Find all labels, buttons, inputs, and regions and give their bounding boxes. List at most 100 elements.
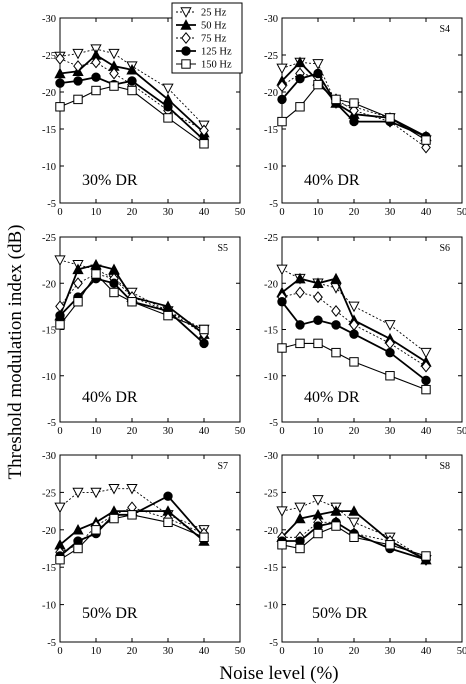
data-point bbox=[73, 543, 83, 554]
data-point bbox=[294, 512, 306, 524]
y-tick-label: -5 bbox=[269, 418, 278, 429]
data-point bbox=[277, 80, 287, 93]
data-point bbox=[55, 320, 65, 330]
x-tick-label: 40 bbox=[199, 426, 210, 437]
x-tick-label: 30 bbox=[163, 426, 174, 437]
data-point bbox=[330, 505, 342, 516]
data-point bbox=[199, 324, 209, 335]
x-tick-label: 50 bbox=[235, 426, 246, 437]
data-point bbox=[55, 102, 65, 112]
y-tick-label: -20 bbox=[42, 526, 56, 537]
series-150hz bbox=[277, 338, 431, 395]
data-point bbox=[349, 104, 359, 117]
data-point bbox=[331, 320, 341, 330]
data-point bbox=[312, 277, 324, 288]
data-point bbox=[72, 48, 84, 60]
data-point bbox=[313, 338, 323, 349]
x-tick-label: 0 bbox=[279, 646, 284, 657]
x-tick-label: 30 bbox=[385, 426, 396, 437]
y-tick-label: -15 bbox=[42, 563, 56, 574]
data-point bbox=[73, 277, 83, 290]
x-tick-label: 10 bbox=[313, 207, 324, 218]
x-tick-label: 0 bbox=[279, 207, 284, 218]
data-point bbox=[276, 63, 288, 75]
data-point bbox=[331, 347, 341, 358]
data-point bbox=[277, 540, 287, 550]
data-point bbox=[54, 67, 66, 79]
legend-item: 125 Hz bbox=[176, 46, 232, 58]
data-point bbox=[90, 258, 102, 270]
x-tick-label: 50 bbox=[235, 646, 246, 657]
panel-s6: 0 10 20 30 40 50 -25 -20 -15 -10 -5 S6 40% DR bbox=[264, 233, 466, 437]
data-point bbox=[421, 141, 431, 154]
data-point bbox=[384, 320, 396, 331]
x-tick-label: 0 bbox=[279, 426, 284, 437]
legend-label: 75 Hz bbox=[201, 34, 227, 45]
data-point bbox=[91, 85, 101, 96]
y-tick-label: -10 bbox=[264, 372, 278, 383]
y-tick-label: -25 bbox=[42, 51, 56, 62]
data-point bbox=[313, 68, 323, 79]
y-tick-label: -5 bbox=[269, 638, 278, 649]
data-point bbox=[109, 67, 119, 80]
data-point bbox=[109, 81, 119, 91]
y-tick-label: -30 bbox=[42, 14, 56, 25]
data-point bbox=[55, 310, 65, 321]
subject-label: S7 bbox=[217, 461, 228, 472]
data-point bbox=[54, 255, 66, 266]
data-point bbox=[348, 505, 360, 516]
data-point bbox=[72, 487, 84, 499]
data-point bbox=[73, 60, 83, 73]
data-point bbox=[312, 59, 324, 70]
y-tick-label: -25 bbox=[42, 233, 56, 244]
series-150hz bbox=[55, 269, 209, 335]
data-point bbox=[294, 502, 306, 514]
data-point bbox=[331, 521, 341, 531]
data-point bbox=[73, 76, 83, 86]
data-point bbox=[91, 269, 101, 279]
data-point bbox=[348, 517, 360, 529]
data-point bbox=[163, 113, 173, 123]
y-tick-label: -25 bbox=[264, 51, 278, 62]
legend-item: 25 Hz bbox=[176, 7, 227, 19]
y-tick-label: -25 bbox=[264, 233, 278, 244]
y-tick-label: -20 bbox=[264, 526, 278, 537]
y-axis-title: Threshold modulation index (dB) bbox=[5, 225, 26, 480]
data-point bbox=[127, 297, 137, 307]
plot-frame bbox=[281, 454, 463, 643]
data-point bbox=[108, 48, 120, 60]
data-point bbox=[313, 291, 323, 304]
x-axis-title: Noise level (%) bbox=[219, 663, 338, 684]
data-point bbox=[421, 375, 431, 386]
y-tick-label: -10 bbox=[42, 601, 56, 612]
y-tick-label: -20 bbox=[42, 279, 56, 290]
data-point bbox=[276, 506, 288, 517]
legend-label: 25 Hz bbox=[201, 8, 227, 19]
series-150hz bbox=[277, 521, 431, 561]
data-point bbox=[199, 338, 209, 349]
data-point bbox=[313, 79, 323, 90]
data-point bbox=[349, 329, 359, 339]
y-tick-label: -10 bbox=[42, 162, 56, 173]
data-point bbox=[294, 272, 306, 284]
x-tick-label: 20 bbox=[127, 207, 138, 218]
y-tick-label: -30 bbox=[264, 451, 278, 462]
legend: 25 Hz 50 Hz 75 Hz 125 Hz 150 Hz bbox=[171, 2, 243, 74]
data-point bbox=[295, 338, 305, 349]
y-tick-label: -20 bbox=[42, 88, 56, 99]
y-tick-label: -25 bbox=[264, 488, 278, 499]
data-point bbox=[162, 83, 174, 95]
y-tick-label: -30 bbox=[42, 451, 56, 462]
y-tick-label: -15 bbox=[42, 125, 56, 136]
data-point bbox=[72, 263, 84, 275]
data-point bbox=[385, 540, 395, 550]
data-point bbox=[163, 491, 173, 501]
series-125hz bbox=[277, 297, 431, 386]
data-point bbox=[349, 357, 359, 367]
data-point bbox=[277, 116, 287, 127]
legend-item: 50 Hz bbox=[176, 19, 227, 32]
legend-item: 150 Hz bbox=[176, 59, 232, 71]
data-point bbox=[348, 301, 360, 313]
